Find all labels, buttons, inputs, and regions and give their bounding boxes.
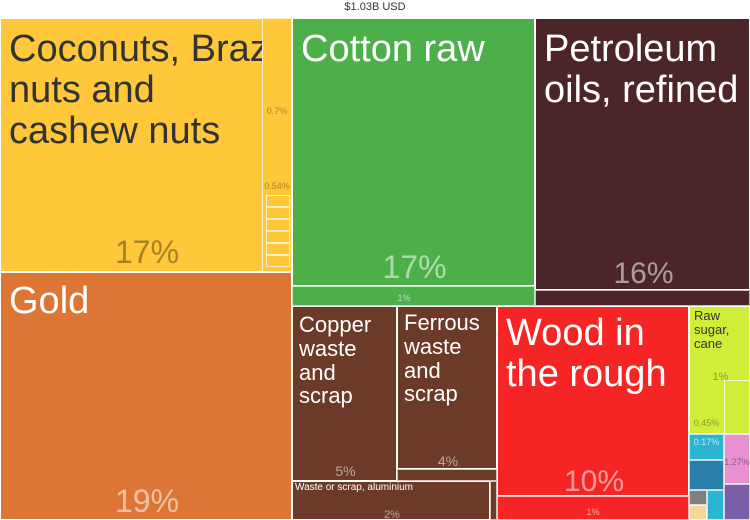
tile-gold: Gold 19%: [0, 272, 292, 520]
tile-label: Wood in the rough: [506, 312, 667, 396]
small-share-label: 0.17%: [693, 437, 720, 447]
minor-tile: [724, 434, 750, 484]
tile-share: 2%: [384, 509, 400, 520]
minor-tile: [266, 231, 290, 243]
minor-tile: [266, 195, 290, 207]
tile-share: 19%: [114, 483, 180, 519]
minor-tile: [490, 481, 497, 520]
minor-tile: [689, 460, 724, 490]
minor-tile: [266, 219, 290, 231]
tile-share: 17%: [382, 249, 447, 285]
minor-tile: [292, 286, 535, 306]
tile-waste-or-scrap-aluminium: Waste or scrap, aluminium 2%: [292, 481, 490, 520]
minor-tile: [266, 255, 290, 267]
minor-tile: [535, 290, 750, 306]
minor-tile: [397, 469, 497, 481]
tile-wood-in-the-rough: Wood in the rough 10%: [497, 306, 689, 496]
minor-tile: [689, 434, 724, 460]
tile-label: Ferrous waste and scrap: [404, 310, 480, 407]
tile-label: Waste or scrap, aluminium: [295, 482, 413, 493]
tile-share: 4%: [437, 453, 459, 469]
minor-tile: [689, 505, 707, 520]
minor-tile: [724, 484, 750, 520]
minor-tile: [266, 243, 290, 255]
chart-title: $1.03B USD: [344, 1, 406, 13]
tile-label: Cotton raw: [301, 28, 485, 70]
tile-share: 17%: [114, 234, 180, 270]
tile-share: 5%: [335, 463, 356, 479]
tile-ferrous-waste-and-scrap: Ferrous waste and scrap 4%: [397, 306, 497, 469]
tile-coconuts-brazil-nuts-and-cashew-nuts: Coconuts, Brazi nuts and cashew nuts 17%: [0, 18, 292, 272]
tile-share: 16%: [613, 257, 674, 290]
tile-copper-waste-and-scrap: Copper waste and scrap 5%: [292, 306, 397, 481]
minor-tile: [724, 380, 750, 434]
small-share-label: 0.45%: [693, 418, 720, 428]
tile-label: Petroleum oils, refined: [544, 28, 739, 112]
tile-label: Coconuts, Brazi nuts and cashew nuts: [9, 28, 278, 153]
minor-tile: [266, 207, 290, 219]
minor-tile: [689, 490, 707, 505]
small-share-label: 0.54%: [264, 181, 290, 191]
tile-label: Gold: [9, 280, 90, 322]
tile-share: 10%: [563, 465, 625, 496]
tile-petroleum-oils-refined: Petroleum oils, refined 16%: [535, 18, 750, 290]
small-share-label: 1%: [586, 507, 600, 517]
small-share-label: 1.27%: [724, 457, 750, 467]
tile-label: Raw sugar, cane: [694, 308, 730, 352]
small-share-label: 0.7%: [266, 106, 288, 116]
tile-label: Copper waste and scrap: [299, 312, 372, 409]
minor-tile: [707, 490, 724, 520]
small-share-label: 1%: [397, 293, 411, 303]
tile-cotton-raw: Cotton raw 17%: [292, 18, 535, 286]
